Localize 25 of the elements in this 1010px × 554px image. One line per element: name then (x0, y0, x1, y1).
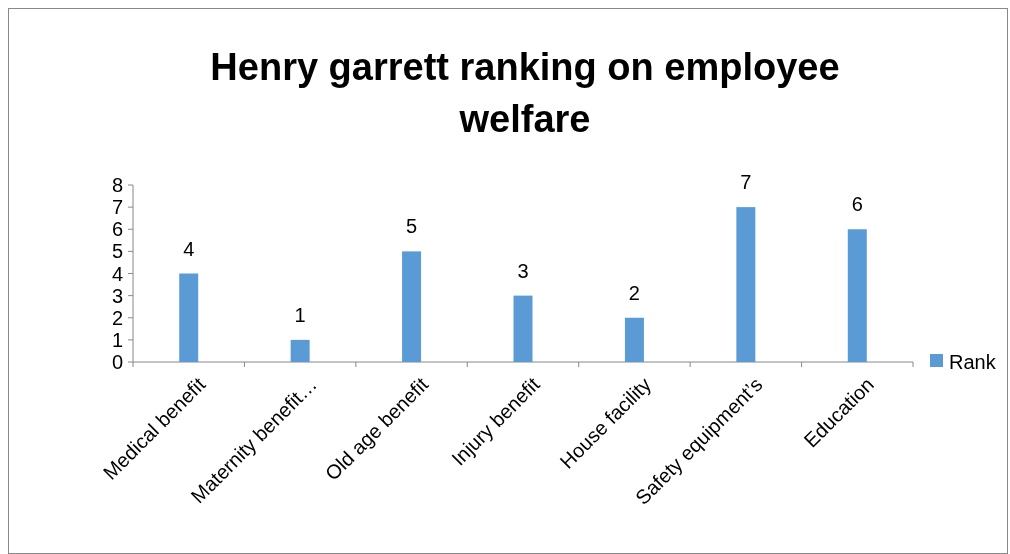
bar (179, 273, 199, 362)
y-tick-label: 2 (111, 306, 123, 329)
data-label: 6 (851, 193, 863, 216)
data-label: 5 (406, 215, 418, 238)
y-tick-label: 4 (111, 262, 123, 285)
y-tick-label: 0 (111, 351, 123, 373)
y-tick-label: 5 (111, 240, 123, 263)
data-label: 4 (183, 237, 195, 260)
bar (624, 317, 644, 362)
bar (513, 295, 533, 362)
y-tick-label: 6 (111, 218, 123, 241)
y-tick-label: 1 (111, 328, 123, 351)
legend-label: Rank (949, 351, 997, 373)
y-tick-label: 8 (111, 174, 123, 196)
data-label: 3 (517, 259, 529, 282)
bar (290, 339, 310, 362)
y-tick-label: 3 (111, 284, 123, 307)
data-label: 1 (294, 303, 306, 326)
chart-title: Henry garrett ranking on employee welfare (210, 46, 840, 140)
data-label: 2 (628, 281, 640, 304)
y-tick-label: 7 (111, 196, 123, 219)
bar (847, 229, 867, 362)
data-label: 7 (740, 171, 752, 194)
bar (402, 251, 422, 362)
bar (736, 207, 756, 362)
